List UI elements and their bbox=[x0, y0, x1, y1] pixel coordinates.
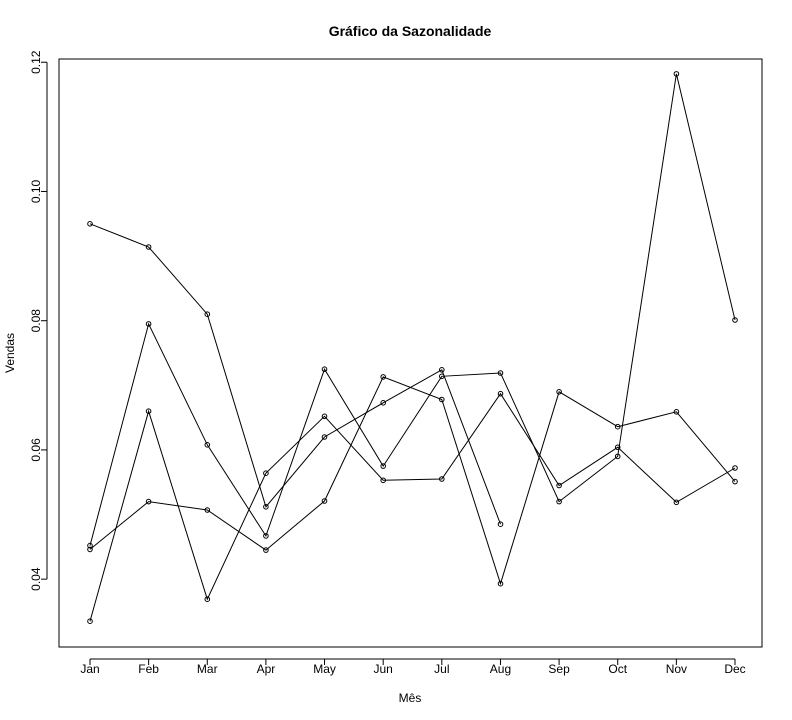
data-point bbox=[497, 370, 504, 376]
data-point bbox=[439, 373, 445, 380]
series-line bbox=[89, 73, 736, 546]
data-point bbox=[204, 596, 211, 603]
data-point bbox=[321, 413, 328, 420]
y-tick-label: 0.08 bbox=[29, 309, 43, 333]
x-tick-label: Jun bbox=[374, 662, 393, 676]
plot-frame bbox=[58, 58, 763, 648]
data-point bbox=[380, 463, 387, 469]
y-tick-label: 0.06 bbox=[29, 438, 43, 462]
data-point bbox=[556, 389, 562, 395]
data-point bbox=[87, 542, 93, 549]
data-point bbox=[321, 434, 328, 440]
x-tick-label: Apr bbox=[257, 662, 276, 676]
data-point bbox=[439, 367, 445, 373]
data-point bbox=[321, 498, 328, 504]
data-point bbox=[380, 374, 387, 380]
y-tick-label: 0.10 bbox=[29, 179, 43, 203]
data-point bbox=[204, 507, 211, 513]
data-point bbox=[497, 580, 504, 587]
data-point bbox=[263, 504, 269, 510]
data-point bbox=[614, 423, 621, 430]
data-point bbox=[497, 390, 504, 397]
y-tick-label: 0.12 bbox=[29, 50, 43, 74]
data-point bbox=[732, 478, 738, 485]
x-tick-label: Aug bbox=[490, 662, 511, 676]
y-tick-label: 0.04 bbox=[29, 567, 43, 591]
data-point bbox=[87, 618, 93, 625]
data-point bbox=[263, 470, 269, 477]
data-point bbox=[204, 442, 211, 448]
chart-title: Gráfico da Sazonalidade bbox=[329, 23, 492, 39]
data-point bbox=[732, 465, 738, 471]
x-tick-label: Feb bbox=[138, 662, 159, 676]
data-point bbox=[321, 366, 328, 373]
data-point bbox=[87, 546, 93, 553]
series-2 bbox=[87, 71, 738, 549]
y-axis-label: Vendas bbox=[3, 333, 17, 373]
data-point bbox=[556, 498, 562, 505]
series-group bbox=[87, 71, 738, 625]
data-point bbox=[614, 444, 621, 451]
x-tick-label: Jan bbox=[80, 662, 99, 676]
x-tick-label: Mar bbox=[197, 662, 218, 676]
data-point bbox=[614, 453, 621, 460]
data-point bbox=[87, 221, 93, 227]
data-point bbox=[380, 477, 387, 484]
data-point bbox=[732, 317, 738, 323]
x-tick-label: Nov bbox=[666, 662, 687, 676]
x-tick-label: Sep bbox=[548, 662, 570, 676]
data-point bbox=[263, 547, 269, 553]
data-point bbox=[439, 396, 445, 403]
data-point bbox=[673, 499, 680, 506]
data-point bbox=[556, 482, 562, 489]
data-point bbox=[204, 311, 211, 318]
data-point bbox=[380, 400, 387, 406]
data-point bbox=[145, 321, 152, 327]
x-tick-label: Oct bbox=[608, 662, 627, 676]
x-axis-label: Mês bbox=[399, 691, 422, 705]
data-point bbox=[145, 408, 152, 415]
data-point bbox=[497, 521, 504, 528]
data-point bbox=[673, 71, 680, 77]
series-line bbox=[89, 223, 501, 525]
x-tick-label: Jul bbox=[434, 662, 449, 676]
data-point bbox=[145, 244, 152, 250]
y-axis: 0.04 0.06 0.08 0.10 0.12 bbox=[29, 50, 48, 591]
series-line bbox=[89, 392, 736, 622]
x-axis: Jan Feb Mar Apr May Jun Jul Aug Sep Oct Nov Dec bbox=[80, 658, 746, 676]
series-4 bbox=[87, 374, 738, 587]
series-3 bbox=[87, 390, 738, 625]
data-point bbox=[673, 409, 680, 415]
data-point bbox=[263, 533, 269, 539]
x-tick-label: Dec bbox=[724, 662, 745, 676]
series-line bbox=[89, 376, 736, 586]
series-1 bbox=[87, 221, 504, 528]
data-point bbox=[439, 476, 445, 482]
x-tick-label: May bbox=[313, 662, 336, 676]
data-point bbox=[145, 498, 152, 505]
